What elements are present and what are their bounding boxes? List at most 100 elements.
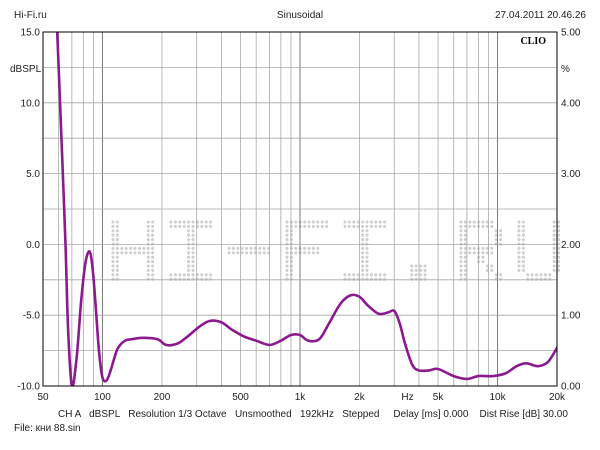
watermark-dot — [517, 238, 521, 242]
watermark-dot — [115, 264, 119, 268]
watermark-dot — [111, 251, 115, 255]
watermark-dot — [120, 246, 124, 250]
watermark-dot — [552, 264, 556, 268]
watermark-dot — [459, 233, 463, 237]
watermark-dot — [115, 255, 119, 259]
watermark-dot — [459, 264, 463, 268]
watermark-dot — [521, 246, 525, 250]
watermark-dot — [289, 268, 293, 272]
watermark-dot — [262, 246, 266, 250]
watermark-dot — [459, 229, 463, 233]
watermark-dot — [146, 264, 150, 268]
x-tick-label: 1k — [295, 392, 307, 403]
watermark-dot — [178, 277, 182, 281]
watermark-dot — [414, 268, 418, 272]
watermark-dot — [187, 233, 191, 237]
y-left-tick-label: -5.0 — [23, 311, 41, 322]
watermark-dot — [120, 251, 124, 255]
watermark-dot — [187, 229, 191, 233]
watermark-dot — [463, 246, 467, 250]
watermark-dot — [557, 220, 561, 224]
watermark-dot — [383, 273, 387, 277]
watermark-dot — [557, 251, 561, 255]
watermark-dot — [414, 273, 418, 277]
watermark-dot — [137, 251, 141, 255]
watermark-dot — [419, 264, 423, 268]
watermark-dot — [517, 229, 521, 233]
watermark-dot — [490, 264, 494, 268]
left-unit-label: dBSPL — [10, 64, 42, 75]
watermark-dot — [187, 251, 191, 255]
watermark-dot — [517, 264, 521, 268]
watermark-dot — [463, 224, 467, 228]
watermark-dot — [548, 277, 552, 281]
watermark-dot — [325, 220, 329, 224]
watermark-dot — [115, 224, 119, 228]
watermark-dot — [204, 224, 208, 228]
watermark-dot — [557, 260, 561, 264]
y-axis-right-labels: 5.00 4.00 3.00 2.00 1.00 0.00 — [561, 28, 581, 393]
watermark-dot — [494, 238, 498, 242]
watermark-dot — [374, 220, 378, 224]
watermark-dot — [187, 264, 191, 268]
watermark-dot — [325, 224, 329, 228]
watermark-dot — [419, 273, 423, 277]
watermark-dot — [463, 220, 467, 224]
watermark-dot — [378, 277, 382, 281]
watermark-dot — [414, 264, 418, 268]
watermark-dot — [481, 255, 485, 259]
watermark-dot — [343, 224, 347, 228]
watermark-dot — [494, 229, 498, 233]
y-axis-left-labels: 15.0 10.0 5.0 0.0 -5.0 -10.0 — [17, 28, 40, 393]
watermark-dot — [133, 246, 137, 250]
watermark-dot — [142, 251, 146, 255]
watermark-dot — [146, 238, 150, 242]
watermark-dot — [552, 246, 556, 250]
watermark-dot — [361, 246, 365, 250]
watermark-dot — [187, 273, 191, 277]
watermark-dot — [463, 251, 467, 255]
x-tick-label: 20k — [549, 392, 566, 403]
watermark-dot — [289, 277, 293, 281]
watermark-dot — [115, 246, 119, 250]
watermark-dot — [311, 246, 315, 250]
watermark-dot — [178, 273, 182, 277]
watermark-dot — [481, 260, 485, 264]
watermark-dot — [552, 251, 556, 255]
y-left-tick-label: -10.0 — [17, 382, 40, 393]
watermark-dot — [178, 220, 182, 224]
watermark-dot — [231, 246, 235, 250]
watermark-dot — [552, 268, 556, 272]
watermark-dot — [129, 251, 133, 255]
watermark-dot — [258, 246, 262, 250]
watermark-dot — [361, 264, 365, 268]
watermark-dot — [151, 260, 155, 264]
watermark-dot — [262, 251, 266, 255]
watermark-dot — [517, 255, 521, 259]
watermark-dot — [249, 246, 253, 250]
x-tick-label: 5k — [433, 392, 445, 403]
watermark-dot — [423, 268, 427, 272]
watermark-dot — [191, 273, 195, 277]
watermark-dot — [115, 277, 119, 281]
watermark-dot — [111, 224, 115, 228]
watermark-dot — [289, 264, 293, 268]
header-signal-type: Sinusoidal — [277, 10, 323, 21]
watermark-dot — [499, 229, 503, 233]
watermark-dot — [361, 268, 365, 272]
watermark-dot — [557, 264, 561, 268]
watermark-dot — [289, 273, 293, 277]
measurement-settings: CH A dBSPL Resolution 1/3 Octave Unsmoot… — [58, 409, 568, 420]
watermark-dot — [352, 220, 356, 224]
watermark-dot — [521, 220, 525, 224]
watermark-dot — [209, 220, 213, 224]
watermark-dot — [316, 246, 320, 250]
watermark-dot — [557, 246, 561, 250]
watermark-dot — [365, 229, 369, 233]
x-tick-label: 500 — [232, 392, 249, 403]
watermark-dot — [285, 233, 289, 237]
watermark-dot — [129, 246, 133, 250]
watermark-dot — [490, 246, 494, 250]
watermark-dot — [169, 220, 173, 224]
watermark-dot — [111, 273, 115, 277]
